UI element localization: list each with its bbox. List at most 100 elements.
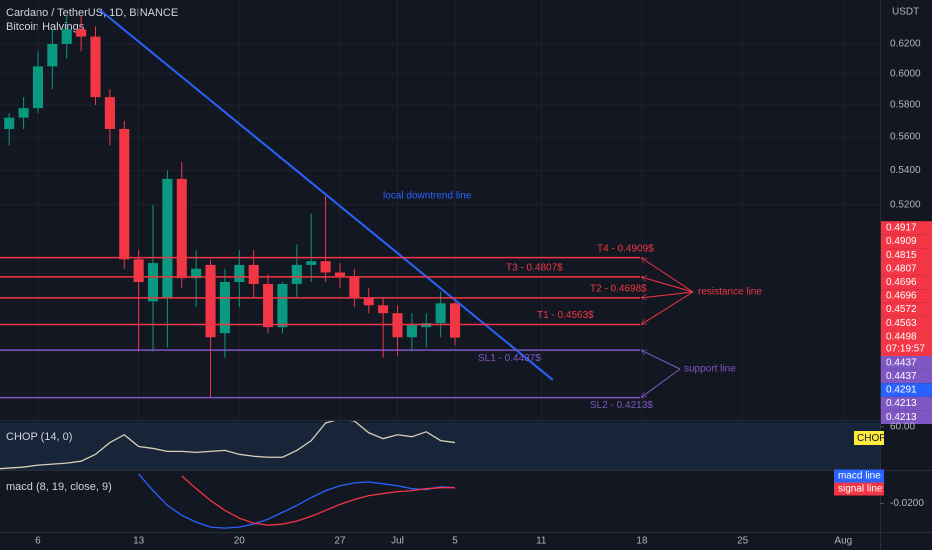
price-tag	[881, 234, 932, 249]
price-tag-label: 0.4696	[886, 277, 917, 288]
chart-title: Cardano / TetherUS, 1D, BINANCE	[6, 7, 178, 19]
candle-body	[104, 97, 115, 129]
y-unit: USDT	[892, 7, 919, 18]
x-tick-label: 13	[133, 536, 145, 547]
y-tick-label: 0.5200	[890, 200, 921, 211]
price-pane	[0, 0, 880, 420]
level-label: T2 - 0.4698$	[590, 283, 647, 294]
price-tag	[881, 275, 932, 290]
level-label: T3 - 0.4807$	[506, 262, 563, 273]
price-tag	[881, 289, 932, 303]
candle-body	[263, 283, 274, 328]
series-line	[0, 421, 456, 470]
pane-tag	[854, 431, 884, 445]
candle-body	[291, 264, 302, 284]
candle-body	[205, 264, 216, 338]
arrow	[641, 277, 694, 293]
price-tag	[881, 221, 932, 235]
chop-pane	[0, 421, 456, 470]
candle-body	[219, 282, 230, 334]
price-tag-label: 0.4213	[886, 398, 917, 409]
legend-label: macd line	[838, 471, 881, 482]
x-tick-label: 25	[737, 536, 749, 547]
price-tag	[881, 410, 932, 424]
price-tag-label: 0.4563	[886, 318, 917, 329]
axes: 6 13 20 27 Jul 5 11 18 25 Aug 0.6200 0.6000 0.5800 0.…	[35, 39, 932, 547]
candle-body	[90, 36, 101, 98]
price-tag-label: 0.4696	[886, 291, 917, 302]
x-tick-label: 5	[452, 536, 458, 547]
pane-title: CHOP (14, 0)	[6, 431, 72, 443]
x-tick-label: 11	[536, 536, 547, 547]
price-tag	[881, 262, 932, 276]
price-tag	[881, 369, 932, 384]
series-line	[181, 475, 456, 526]
x-tick-label: 18	[636, 536, 648, 547]
candle-body	[248, 264, 259, 284]
candle-body	[4, 117, 15, 129]
trendline	[99, 9, 554, 381]
legend-tag	[834, 482, 884, 496]
candle-body	[363, 297, 374, 306]
y-tick-label: 0.5800	[890, 100, 921, 111]
candle-body	[162, 178, 173, 298]
annotation: resistance line	[698, 287, 762, 298]
price-tag	[881, 383, 932, 397]
candle-body	[18, 108, 29, 118]
level-label: T1 - 0.4563$	[537, 310, 594, 321]
candle-body	[449, 303, 461, 338]
level-label: T4 - 0.4909$	[597, 243, 654, 254]
price-tag	[881, 302, 932, 317]
arrow	[641, 257, 694, 293]
y-tick-label: 0.5600	[890, 132, 921, 143]
pane-tag-label: CHOP	[857, 433, 886, 444]
legend-tag	[834, 469, 884, 483]
y-tick-label: 0.5400	[890, 165, 921, 176]
price-tag-label: 0.4917	[886, 223, 917, 234]
chop-band	[0, 422, 880, 470]
level-label: SL2 - 0.4213$	[590, 400, 653, 411]
x-tick-label: 20	[234, 536, 246, 547]
candle-body	[32, 66, 44, 109]
candle-body	[334, 272, 346, 277]
level-label: SL1 - 0.4437$	[478, 353, 541, 364]
candle-body	[349, 276, 360, 298]
candle-body	[378, 305, 389, 314]
price-tag-label: 0.4498	[886, 331, 917, 342]
subtitle: Bitcoin Halvings	[6, 21, 85, 33]
candle-body	[133, 259, 144, 283]
arrow	[641, 349, 681, 370]
price-tag-label: 0.4807	[886, 263, 917, 274]
arrow	[641, 291, 694, 298]
candle-body	[435, 303, 446, 324]
legend-label: signal line	[838, 484, 883, 495]
candle-body	[234, 264, 245, 283]
y-tick-label: 0.6200	[890, 39, 921, 50]
candle-body	[119, 128, 130, 260]
price-tag-label: 0.4213	[886, 412, 917, 423]
candle-body	[176, 178, 187, 279]
series-line	[138, 473, 456, 529]
price-tag	[881, 248, 932, 262]
x-tick-label: Jul	[391, 536, 404, 547]
arrow	[641, 368, 681, 398]
x-tick-label: 6	[35, 536, 41, 547]
price-tag-label: 0.4437	[886, 357, 917, 368]
x-tick-label: Aug	[834, 536, 852, 547]
x-tick-label: 27	[334, 536, 346, 547]
price-tag-label: 0.4815	[886, 250, 917, 261]
price-tag-label: 0.4291	[886, 385, 917, 396]
candle-body	[76, 29, 87, 37]
candle-body	[306, 261, 317, 265]
y-tick-label: 60.00	[890, 422, 915, 433]
candle-body	[320, 261, 331, 273]
candle-body	[47, 43, 58, 67]
price-tag	[881, 330, 932, 356]
macd-pane	[138, 473, 456, 529]
annotation: local downtrend line	[383, 191, 472, 202]
y-tick-label: -0.0200	[890, 498, 924, 509]
price-tag	[881, 356, 932, 370]
candle-body	[406, 325, 417, 338]
price-tag-label: 0.4909	[886, 236, 917, 247]
